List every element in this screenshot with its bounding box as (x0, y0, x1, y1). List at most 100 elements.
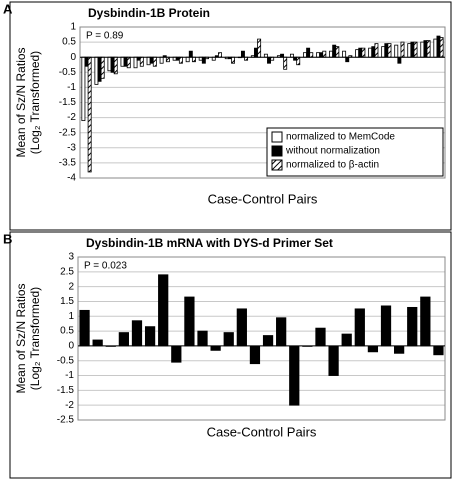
bar (97, 56, 102, 82)
bar (358, 47, 363, 58)
bar (159, 56, 164, 64)
panel-label: B (3, 231, 12, 246)
bar (149, 56, 154, 64)
y-tick-label: 3 (68, 252, 74, 263)
bar (191, 56, 196, 63)
bar (371, 46, 376, 58)
legend-swatch (271, 145, 283, 157)
bar (254, 47, 258, 58)
bar (158, 274, 169, 347)
bar (303, 52, 307, 58)
y-tick-label: -2 (67, 112, 76, 123)
bar (120, 56, 125, 67)
y-tick-label: 1 (70, 22, 76, 33)
y-tick-label: -1 (67, 82, 76, 93)
legend-label: normalized to MemCode (286, 132, 395, 143)
bar (240, 50, 245, 58)
bar (81, 56, 86, 122)
bar (113, 56, 118, 75)
bar (84, 56, 89, 67)
bar (342, 50, 347, 58)
y-tick-label: -2.5 (59, 127, 77, 138)
bar (319, 52, 324, 58)
y-tick-label: 2 (68, 281, 74, 292)
y-axis-title: (Log₂ Transformed) (28, 51, 42, 154)
y-axis-title: (Log₂ Transformed) (28, 287, 42, 390)
bar (236, 308, 247, 347)
x-axis-title: Case-Control Pairs (207, 424, 317, 439)
bar (315, 327, 326, 347)
legend-swatch (271, 131, 283, 143)
y-tick-label: -4 (67, 173, 76, 184)
legend-swatch (271, 159, 283, 171)
bar (107, 56, 112, 72)
x-axis-title: Case-Control Pairs (208, 191, 318, 206)
legend-box (266, 127, 444, 177)
bar (289, 345, 300, 406)
bar (397, 56, 402, 64)
bar (329, 50, 334, 58)
panel-frame (9, 231, 452, 479)
chart-title: Dysbindin-1B Protein (88, 6, 210, 20)
bar (345, 56, 350, 63)
bar (433, 345, 444, 356)
y-tick-label: -3 (67, 142, 76, 153)
bar (126, 56, 131, 69)
bar (171, 345, 182, 363)
bar (201, 56, 206, 64)
bar (407, 306, 418, 347)
bar (231, 56, 236, 64)
bar (335, 46, 340, 58)
bar (249, 345, 261, 365)
bar (283, 56, 288, 70)
bars (81, 35, 444, 173)
bar (328, 345, 339, 376)
bar (400, 41, 405, 58)
bar (267, 56, 271, 64)
y-tick-label: -0.5 (59, 67, 77, 78)
bar (410, 41, 415, 58)
bar (367, 345, 379, 353)
y-tick-label: 0.5 (60, 326, 74, 337)
bar (100, 56, 105, 79)
bar (381, 46, 386, 58)
bar (94, 56, 99, 85)
bar (296, 56, 301, 66)
bar (426, 40, 431, 58)
bar (165, 56, 170, 63)
bar (262, 335, 274, 347)
bar (407, 43, 412, 58)
bar (439, 37, 444, 58)
bar (144, 326, 156, 347)
bar (188, 50, 193, 58)
bar (184, 296, 195, 347)
bar (316, 52, 320, 58)
y-tick-label: -3.5 (59, 158, 77, 169)
bar (218, 52, 222, 58)
bar (210, 345, 221, 351)
y-tick-label: 0 (70, 52, 76, 63)
bar (413, 41, 418, 58)
legend-label: without normalization (285, 146, 380, 157)
plot-frame (79, 26, 446, 179)
y-tick-label: 1 (68, 311, 74, 322)
annotation: P = 0.023 (84, 261, 127, 272)
bar (354, 308, 365, 347)
bar (185, 56, 190, 63)
bar (380, 305, 392, 347)
bar (110, 56, 115, 73)
bar (146, 56, 151, 66)
y-tick-label: 0.5 (62, 37, 76, 48)
y-tick-label: -1.5 (57, 385, 75, 396)
bar (322, 50, 327, 58)
y-tick-label: -1 (65, 370, 74, 381)
bar (152, 56, 157, 67)
bar (433, 38, 438, 58)
bar (387, 43, 392, 58)
bar (394, 345, 405, 354)
bar (123, 56, 128, 67)
bar (306, 47, 311, 58)
bar (374, 43, 379, 58)
bar (341, 333, 352, 347)
